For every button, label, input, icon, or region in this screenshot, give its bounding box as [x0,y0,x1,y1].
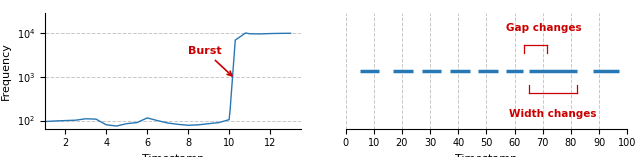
Text: Gap changes: Gap changes [506,24,582,33]
X-axis label: Timestamp: Timestamp [455,154,518,157]
Text: Burst: Burst [188,46,232,76]
Text: Width changes: Width changes [509,109,596,119]
Y-axis label: Frequency: Frequency [1,42,11,100]
X-axis label: Timestamp: Timestamp [141,154,204,157]
